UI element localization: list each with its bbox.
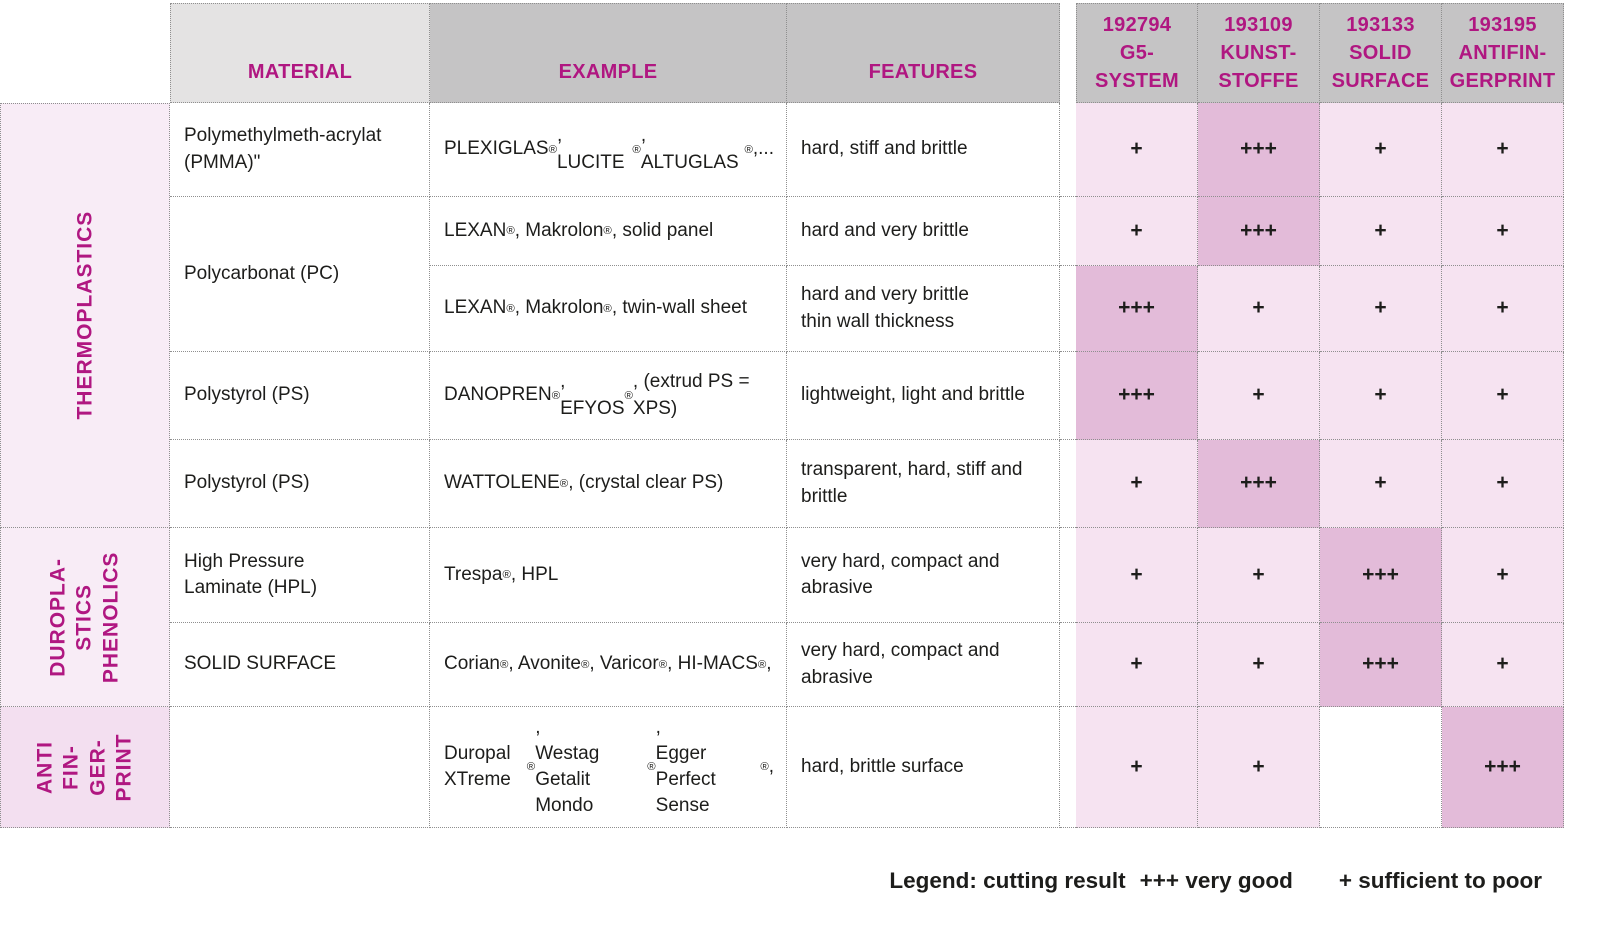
rating-cell: +	[1198, 528, 1320, 623]
rating-cell: +	[1076, 103, 1198, 197]
rating-cell-highlight: +++	[1076, 352, 1198, 440]
legend-title: Legend: cutting result	[889, 868, 1126, 893]
row-gap	[1060, 623, 1076, 707]
rating-cell: +	[1442, 352, 1564, 440]
row-gap	[1060, 266, 1076, 352]
materials-table: MATERIAL EXAMPLE FEATURES 192794 G5- SYS…	[0, 3, 1564, 828]
rating-cell-highlight: +++	[1198, 197, 1320, 266]
col-header-example: EXAMPLE	[430, 3, 787, 103]
row-gap	[1060, 103, 1076, 197]
product-header-192794-g5-system: 192794 G5- SYSTEM	[1076, 3, 1198, 103]
rating-cell: +	[1442, 266, 1564, 352]
example-cell: Corian ®, Avonite ®, Varicor ®, HI-MACS ®,	[430, 623, 787, 707]
rating-cell: +	[1320, 352, 1442, 440]
rating-cell: +	[1320, 266, 1442, 352]
rating-cell: +	[1076, 623, 1198, 707]
row-gap	[1060, 440, 1076, 528]
product-header-193133-solid-surface: 193133 SOLID SURFACE	[1320, 3, 1442, 103]
product-header-193195-antifingerprint: 193195 ANTIFIN- GERPRINT	[1442, 3, 1564, 103]
header-gap	[1060, 3, 1076, 103]
rating-cell-highlight: +++	[1320, 528, 1442, 623]
rating-cell-highlight: +++	[1320, 623, 1442, 707]
example-cell: LEXAN ®, Makrolon ®, solid panel	[430, 197, 787, 266]
features-cell: hard, brittle surface	[787, 707, 1060, 828]
section-antifingerprint: ANTI FIN- GER- PRINT	[0, 707, 170, 828]
rating-cell: +	[1442, 528, 1564, 623]
features-cell: very hard, compact and abrasive	[787, 623, 1060, 707]
rating-cell: +	[1076, 440, 1198, 528]
rating-cell-highlight: +++	[1198, 103, 1320, 197]
material-cell: SOLID SURFACE	[170, 623, 430, 707]
example-cell: LEXAN ®, Makrolon ®, twin-wall sheet	[430, 266, 787, 352]
rating-cell: +	[1198, 352, 1320, 440]
header-corner-blank	[0, 3, 170, 103]
rating-cell: +	[1320, 103, 1442, 197]
material-cell: Polystyrol (PS)	[170, 440, 430, 528]
rating-cell: +	[1076, 707, 1198, 828]
material-cell: High Pressure Laminate (HPL)	[170, 528, 430, 623]
material-cell: Polystyrol (PS)	[170, 352, 430, 440]
section-thermoplastics-label: THERMOPLASTICS	[72, 211, 96, 420]
rating-cell: +	[1442, 623, 1564, 707]
col-header-material: MATERIAL	[170, 3, 430, 103]
rating-cell: +	[1442, 103, 1564, 197]
features-cell: hard and very brittle thin wall thicknes…	[787, 266, 1060, 352]
rating-cell-highlight: +++	[1198, 440, 1320, 528]
features-cell: very hard, compact and abrasive	[787, 528, 1060, 623]
product-header-193109-kunststoffe: 193109 KUNST- STOFFE	[1198, 3, 1320, 103]
rating-cell: +	[1076, 197, 1198, 266]
rating-cell: +	[1320, 440, 1442, 528]
example-cell: WATTOLENE ®, (crystal clear PS)	[430, 440, 787, 528]
features-cell: transparent, hard, stiff and brittle	[787, 440, 1060, 528]
rating-cell: +	[1198, 266, 1320, 352]
section-antifingerprint-label: ANTI FIN- GER- PRINT	[33, 733, 136, 801]
material-cell: Polymethylmeth-acrylat (PMMA)"	[170, 103, 430, 197]
features-cell: lightweight, light and brittle	[787, 352, 1060, 440]
rating-cell: +	[1442, 440, 1564, 528]
rating-cell-highlight: +++	[1076, 266, 1198, 352]
section-duroplastics-phenolics: DUROPLA- STICS PHENOLICS	[0, 528, 170, 707]
rating-cell-highlight: +++	[1442, 707, 1564, 828]
features-cell: hard, stiff and brittle	[787, 103, 1060, 197]
example-cell: Trespa ®, HPL	[430, 528, 787, 623]
features-cell: hard and very brittle	[787, 197, 1060, 266]
material-cell-empty	[170, 707, 430, 828]
rating-cell: +	[1320, 197, 1442, 266]
legend: Legend: cutting result +++ very good + s…	[0, 868, 1564, 894]
example-cell: Duropal XTreme ®, Westag Getalit Mondo ®, Eg…	[430, 707, 787, 828]
rating-cell: +	[1198, 623, 1320, 707]
col-header-features: FEATURES	[787, 3, 1060, 103]
row-gap	[1060, 352, 1076, 440]
rating-cell: +	[1442, 197, 1564, 266]
section-duroplastics-phenolics-label: DUROPLA- STICS PHENOLICS	[46, 551, 123, 683]
rating-cell: +	[1076, 528, 1198, 623]
section-thermoplastics: THERMOPLASTICS	[0, 103, 170, 528]
row-gap	[1060, 707, 1076, 828]
row-gap	[1060, 528, 1076, 623]
rating-cell-empty	[1320, 707, 1442, 828]
legend-very-good: +++ very good	[1139, 868, 1293, 893]
legend-sufficient-to-poor: + sufficient to poor	[1338, 868, 1542, 893]
example-cell: DANOPREN ®, EFYOS ®, (extrud PS = XPS)	[430, 352, 787, 440]
rating-cell: +	[1198, 707, 1320, 828]
row-gap	[1060, 197, 1076, 266]
example-cell: PLEXIGLAS ®, LUCITE ®, ALTUGLAS ®,...	[430, 103, 787, 197]
material-cell-merged-polycarbonat: Polycarbonat (PC)	[170, 197, 430, 352]
